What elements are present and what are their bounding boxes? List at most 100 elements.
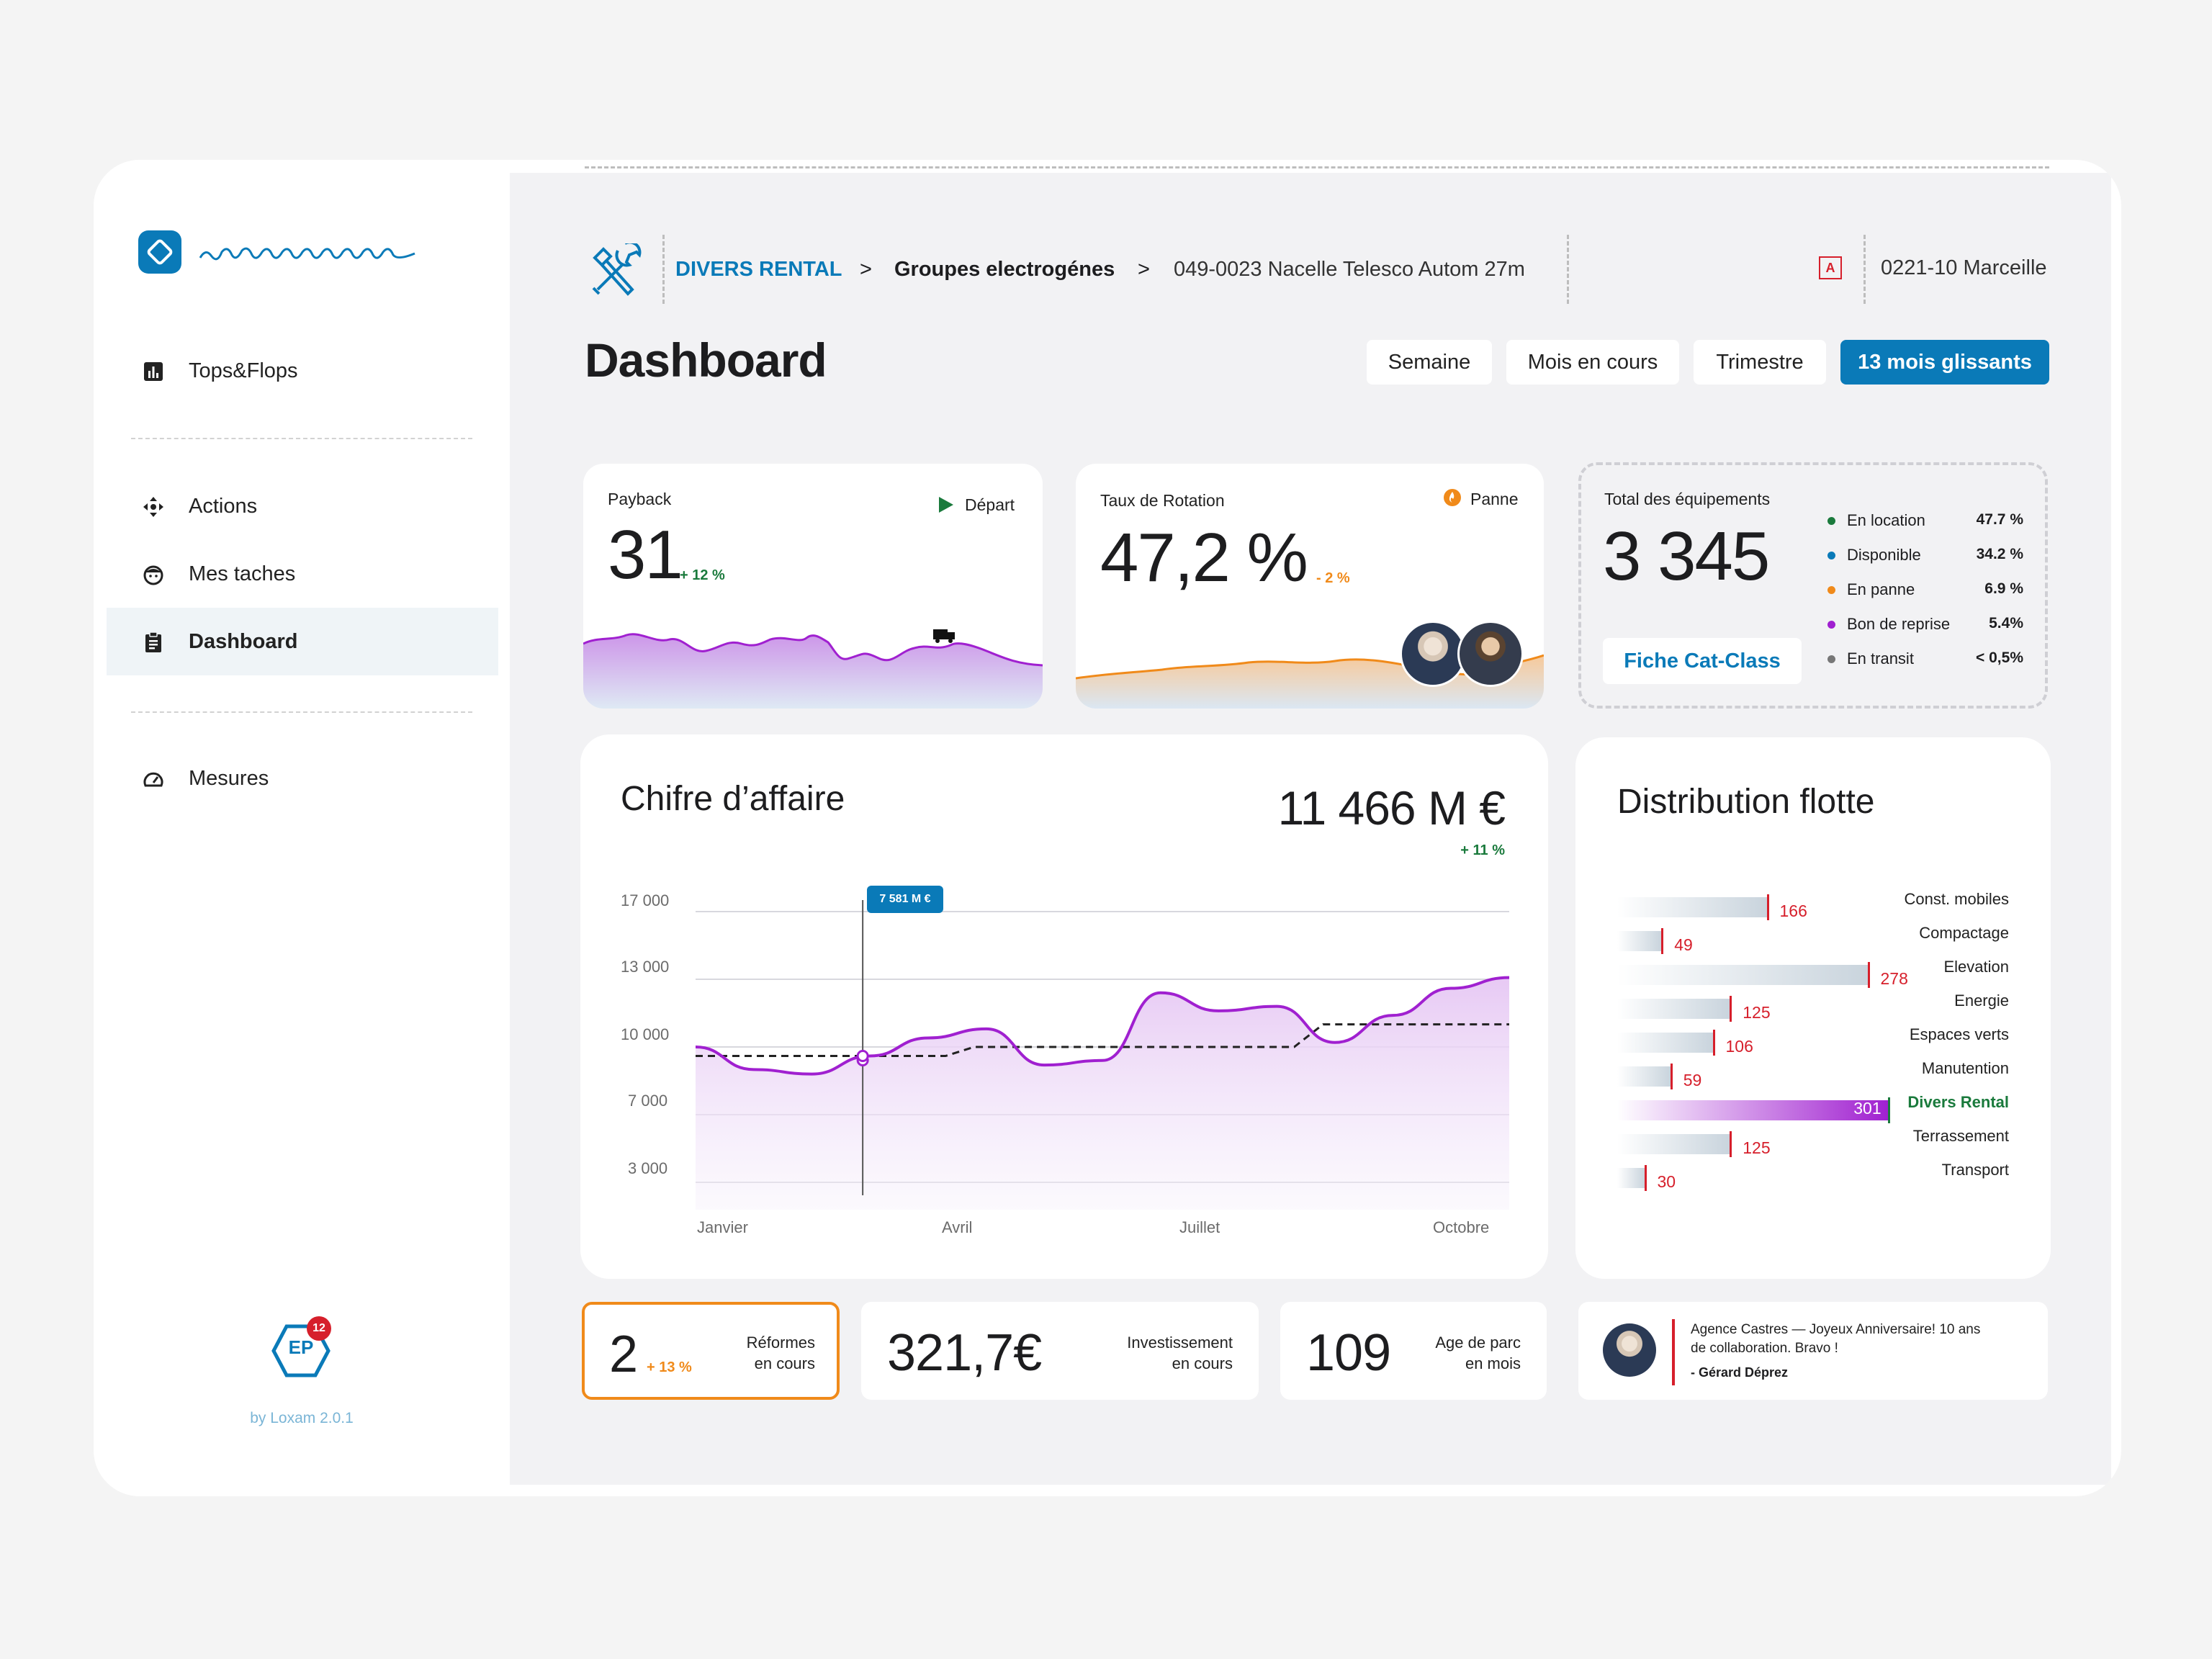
distribution-label: Elevation <box>1943 958 2009 976</box>
legend-item: Disponible <box>1827 546 1921 565</box>
divider <box>1567 235 1569 304</box>
sidebar-item-label: Mes taches <box>189 562 296 585</box>
tools-icon <box>592 243 642 296</box>
tab-mois-en-cours[interactable]: Mois en cours <box>1506 340 1679 385</box>
distribution-label: Transport <box>1941 1161 2009 1179</box>
distribution-value: 301 <box>1853 1099 1881 1118</box>
distribution-value: 125 <box>1743 1138 1771 1157</box>
legend-dot <box>1827 585 1835 594</box>
label-line: Age de parc <box>1435 1334 1521 1352</box>
reformes-value: 2 <box>609 1326 638 1383</box>
legend-value: 34.2 % <box>1976 546 2023 562</box>
sidebar-item-mesures[interactable]: Mesures <box>107 745 498 812</box>
legend-value: 5.4% <box>1989 615 2023 631</box>
message-author: - Gérard Déprez <box>1691 1365 1789 1380</box>
rotation-card[interactable]: Taux de Rotation Panne 47,2 % - 2 % <box>1076 464 1544 709</box>
bar-chart-icon <box>144 362 163 381</box>
flame-icon <box>1444 489 1461 506</box>
sidebar-item-label: Mesures <box>189 766 269 790</box>
quote-bar <box>1672 1319 1675 1385</box>
distribution-bar[interactable] <box>1617 1168 1645 1188</box>
age-parc-card[interactable]: 109 Age de parc en mois <box>1280 1302 1547 1400</box>
distribution-bar[interactable] <box>1617 1066 1671 1087</box>
rotation-delta: - 2 % <box>1316 570 1350 586</box>
distribution-bar[interactable] <box>1617 931 1662 951</box>
tab-trimestre[interactable]: Trimestre <box>1694 340 1826 385</box>
payback-card[interactable]: Payback Départ 31 + 12 % <box>583 464 1043 709</box>
chart-point[interactable] <box>856 1050 869 1063</box>
y-tick: 17 000 <box>621 891 670 909</box>
message-line: Agence Castres — Joyeux Anniversaire! 10… <box>1691 1322 1981 1337</box>
revenue-card: Chifre d’affaire 11 466 M € + 11 % 17 00… <box>580 734 1548 1279</box>
investissement-card[interactable]: 321,7€ Investissement en cours <box>861 1302 1259 1400</box>
distribution-label: Manutention <box>1921 1059 2009 1077</box>
sidebar-divider <box>131 711 472 713</box>
legend-value: < 0,5% <box>1976 649 2023 666</box>
distribution-title: Distribution flotte <box>1617 783 1875 821</box>
agency-selector[interactable]: 0221-10 Marceille <box>1881 256 2047 279</box>
legend-dot <box>1827 551 1835 559</box>
legend-item: Bon de reprise <box>1827 615 1950 634</box>
brand-signature <box>199 247 415 261</box>
distribution-label: Const. mobiles <box>1904 890 2009 908</box>
revenue-series-line <box>696 976 1509 1076</box>
notification-badge: 12 <box>307 1316 331 1341</box>
breadcrumb-category[interactable]: Groupes electrogénes <box>894 257 1115 281</box>
total-equipment-card <box>1578 462 2048 709</box>
breadcrumb-separator: > <box>1138 257 1150 281</box>
avatar <box>1603 1323 1656 1377</box>
sidebar-item-tops-flops[interactable]: Tops&Flops <box>107 337 498 405</box>
distribution-marker <box>1766 894 1769 920</box>
breadcrumb-separator: > <box>860 257 872 281</box>
tab-semaine[interactable]: Semaine <box>1367 340 1492 385</box>
distribution-label: Energie <box>1954 992 2009 1010</box>
truck-icon <box>933 629 955 643</box>
legend-label: En location <box>1847 511 1925 529</box>
app-logo[interactable] <box>138 230 181 274</box>
payback-status: Départ <box>965 495 1015 514</box>
legend-item: En panne <box>1827 580 1915 599</box>
distribution-bar[interactable] <box>1617 897 1767 917</box>
distribution-value: 59 <box>1683 1071 1702 1089</box>
legend-dot <box>1827 620 1835 629</box>
rotation-status: Panne <box>1470 490 1519 508</box>
revenue-chart[interactable] <box>696 871 1509 1210</box>
investissement-value: 321,7€ <box>887 1324 1042 1382</box>
distribution-marker <box>1730 996 1732 1022</box>
chart-tooltip: 7 581 M € <box>867 886 943 913</box>
avatar[interactable] <box>1400 621 1466 687</box>
total-label: Total des équipements <box>1604 490 1771 508</box>
message-card[interactable]: Agence Castres — Joyeux Anniversaire! 10… <box>1578 1302 2048 1400</box>
legend-item: En transit <box>1827 649 1914 668</box>
legend-value: 47.7 % <box>1976 511 2023 528</box>
distribution-value: 106 <box>1725 1037 1753 1056</box>
tab-13-mois-glissants[interactable]: 13 mois glissants <box>1840 340 2049 385</box>
x-tick: Janvier <box>697 1218 748 1236</box>
sidebar-item-dashboard[interactable]: Dashboard <box>107 608 498 675</box>
distribution-bar[interactable] <box>1617 1033 1713 1053</box>
distribution-marker <box>1730 1131 1732 1157</box>
distribution-bar[interactable] <box>1617 999 1730 1019</box>
breadcrumb-section[interactable]: DIVERS RENTAL <box>675 257 842 281</box>
payback-sparkline <box>583 629 1043 709</box>
sidebar-item-mes-taches[interactable]: Mes taches <box>107 540 498 608</box>
distribution-bar[interactable] <box>1617 965 1868 985</box>
distribution-bar[interactable] <box>1617 1134 1730 1154</box>
distribution-label: Compactage <box>1919 924 2009 942</box>
distribution-marker <box>1867 962 1870 988</box>
total-value: 3 345 <box>1603 518 1770 595</box>
x-tick: Octobre <box>1433 1218 1490 1236</box>
sidebar-item-actions[interactable]: Actions <box>107 472 498 540</box>
y-tick: 3 000 <box>628 1159 668 1177</box>
avatar[interactable] <box>1457 621 1524 687</box>
sidebar-item-label: Dashboard <box>189 629 298 653</box>
fiche-cat-class-button[interactable]: Fiche Cat-Class <box>1603 638 1802 684</box>
revenue-total: 11 466 M € <box>1277 781 1506 835</box>
revenue-title: Chifre d’affaire <box>621 780 845 818</box>
distribution-bar[interactable] <box>1617 1100 1889 1120</box>
rotation-value: 47,2 % <box>1100 519 1308 596</box>
investissement-label: Investissement en cours <box>1127 1332 1233 1374</box>
label-line: Réformes <box>746 1334 815 1352</box>
distribution-label: Divers Rental <box>1907 1093 2009 1111</box>
reformes-card[interactable]: 2 + 13 % Réformes en cours <box>582 1302 840 1400</box>
